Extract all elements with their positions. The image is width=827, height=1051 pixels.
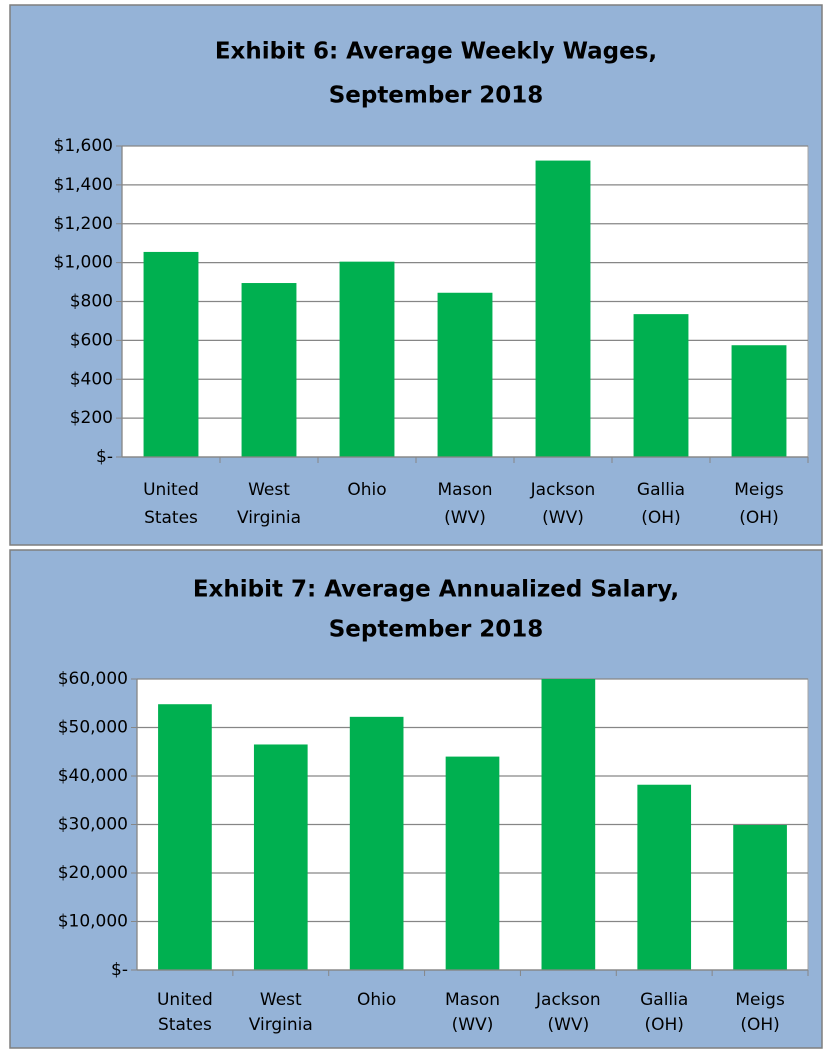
x-tick-label: States <box>158 1015 212 1035</box>
x-tick-label: Mason <box>445 990 500 1010</box>
x-tick-label: United <box>143 480 199 500</box>
chart-title: Exhibit 7: Average Annualized Salary, <box>193 577 679 603</box>
x-tick-label: United <box>157 990 213 1010</box>
chart-title: September 2018 <box>329 83 544 109</box>
x-tick-label: Mason <box>437 480 492 500</box>
y-tick-label: $400 <box>70 369 113 389</box>
x-tick-label: West <box>260 990 302 1010</box>
x-tick-label: States <box>144 508 198 528</box>
x-tick-label: (WV) <box>548 1015 590 1035</box>
chart: Exhibit 6: Average Weekly Wages, Septembe… <box>9 4 823 546</box>
bar <box>253 744 308 970</box>
x-tick-label: (OH) <box>740 1015 779 1035</box>
x-tick-label: (OH) <box>739 508 778 528</box>
bar <box>633 314 689 457</box>
bar <box>731 345 787 457</box>
x-tick-label: Virginia <box>249 1015 313 1035</box>
chart: Exhibit 7: Average Annualized Salary, Sep… <box>9 549 823 1049</box>
x-tick-label: Gallia <box>637 480 685 500</box>
bar <box>158 704 212 970</box>
bar <box>445 756 500 970</box>
x-tick-label: Ohio <box>347 480 386 500</box>
y-tick-label: $1,200 <box>54 214 113 234</box>
x-tick-label: West <box>248 480 290 500</box>
x-tick-label: (WV) <box>542 508 584 528</box>
bar <box>241 283 297 457</box>
y-tick-label: $- <box>111 960 128 980</box>
x-tick-label: (OH) <box>644 1015 683 1035</box>
bar <box>733 824 787 970</box>
chart-title: September 2018 <box>329 617 544 643</box>
x-tick-label: Meigs <box>734 480 784 500</box>
y-tick-label: $20,000 <box>58 863 128 883</box>
bar <box>143 251 199 457</box>
bar <box>535 160 591 457</box>
x-tick-label: Virginia <box>237 508 301 528</box>
bar <box>349 716 404 970</box>
x-tick-label: (WV) <box>452 1015 494 1035</box>
y-tick-label: $60,000 <box>58 669 128 689</box>
x-tick-label: Gallia <box>640 990 688 1010</box>
y-tick-label: $1,600 <box>54 136 113 156</box>
x-tick-label: Jackson <box>530 480 596 500</box>
y-tick-label: $30,000 <box>58 815 128 835</box>
y-tick-label: $50,000 <box>58 718 128 738</box>
bar <box>541 679 596 970</box>
x-tick-label: (WV) <box>444 508 486 528</box>
y-tick-label: $600 <box>70 330 113 350</box>
y-tick-label: $40,000 <box>58 766 128 786</box>
y-tick-label: $1,400 <box>54 175 113 195</box>
bar <box>437 292 493 457</box>
y-tick-label: $10,000 <box>58 912 128 932</box>
bar <box>339 261 395 457</box>
y-tick-label: $- <box>96 447 113 467</box>
x-tick-label: Jackson <box>535 990 601 1010</box>
y-tick-label: $200 <box>70 408 113 428</box>
x-tick-label: Ohio <box>357 990 396 1010</box>
bar <box>637 784 692 970</box>
x-tick-label: (OH) <box>641 508 680 528</box>
y-tick-label: $1,000 <box>54 253 113 273</box>
chart-title: Exhibit 6: Average Weekly Wages, <box>215 39 657 65</box>
x-tick-label: Meigs <box>735 990 785 1010</box>
y-tick-label: $800 <box>70 292 113 312</box>
